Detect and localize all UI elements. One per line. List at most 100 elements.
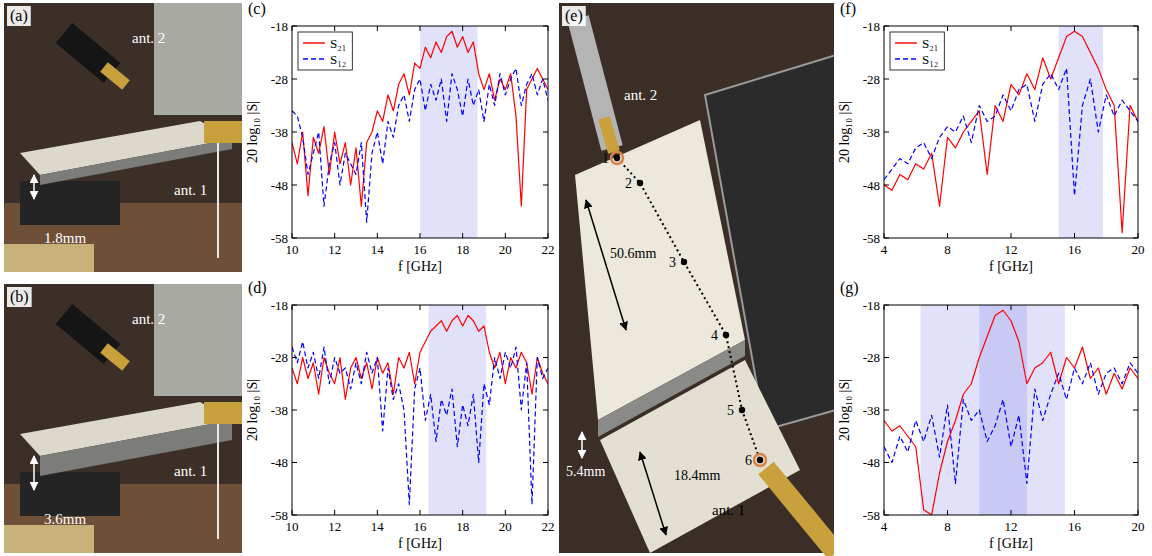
- antenna-2-tip: [604, 118, 614, 152]
- x-axis-title: f [GHz]: [989, 259, 1033, 274]
- y-tick-label: -48: [863, 455, 880, 470]
- dimension-arrow: [640, 452, 666, 535]
- dimension-label: 50.6mm: [610, 246, 656, 261]
- y-tick: [884, 79, 1138, 80]
- shaded-band: [420, 26, 478, 238]
- antenna-1: [204, 402, 244, 424]
- dimension-arrow: [33, 175, 35, 199]
- series-line: [292, 316, 548, 400]
- x-tick: [1074, 305, 1075, 515]
- panel-letter: (g): [840, 279, 859, 297]
- legend-label: S₁₂: [330, 52, 346, 67]
- chart-background: [242, 279, 558, 556]
- slab-side: [40, 139, 232, 185]
- antenna-2-tip: [104, 67, 126, 85]
- y-tick: [292, 185, 548, 186]
- chart-panel: 48121620-58-48-38-28-18f [GHz]20 log₁₀ |…: [834, 279, 1148, 556]
- wood-block: [4, 244, 94, 272]
- probe-point: [723, 332, 729, 338]
- legend-swatch: [895, 58, 917, 59]
- chart-panel: 48121620-58-48-38-28-18f [GHz]20 log₁₀ |…: [834, 0, 1148, 282]
- legend-swatch: [303, 58, 325, 59]
- dimension-arrow: [586, 200, 626, 330]
- letter-patch: [7, 287, 32, 307]
- y-tick: [884, 132, 1138, 133]
- chart-background: [834, 279, 1148, 556]
- antenna-2-tip: [104, 348, 126, 366]
- y-tick-label: -38: [863, 125, 880, 140]
- y-tick-label: -28: [271, 72, 288, 87]
- x-axis-title: f [GHz]: [398, 536, 442, 551]
- y-tick-label: -28: [863, 350, 880, 365]
- holder: [20, 472, 120, 516]
- x-tick-label: 20: [1132, 242, 1145, 257]
- y-tick-label: -18: [271, 19, 288, 34]
- y-tick-label: -48: [271, 178, 288, 193]
- figure: ant. 2ant. 11.8mm(a)ant. 2ant. 13.6mm(b)…: [0, 0, 1152, 556]
- x-tick-label: 8: [944, 242, 951, 257]
- y-tick: [292, 462, 548, 463]
- x-tick: [462, 26, 463, 238]
- x-tick-label: 18: [456, 242, 469, 257]
- point-label: 6: [745, 453, 752, 468]
- photo-panel: ant. 2ant. 13.6mm(b): [4, 284, 244, 553]
- probe: [217, 424, 219, 539]
- legend-label: S₂₁: [330, 36, 346, 51]
- x-tick-label: 22: [542, 242, 555, 257]
- antenna-label: ant. 1: [174, 182, 207, 198]
- x-tick: [420, 26, 421, 238]
- y-axis-title: 20 log₁₀ |S|: [837, 379, 852, 441]
- x-tick-label: 14: [371, 242, 385, 257]
- dimension-label: 1.8mm: [44, 230, 86, 246]
- x-tick-label: 4: [881, 519, 888, 534]
- y-tick-label: -38: [271, 403, 288, 418]
- x-tick: [1011, 305, 1012, 515]
- y-tick: [292, 26, 548, 27]
- photo-background: [4, 284, 244, 553]
- dimension-arrow: [33, 456, 35, 490]
- y-tick-label: -58: [271, 508, 288, 523]
- plot-area: [292, 305, 548, 515]
- legend: S₂₁S₁₂: [298, 32, 352, 70]
- probe-point: [681, 259, 687, 265]
- x-tick: [947, 26, 948, 238]
- metal-plate: [154, 3, 244, 115]
- shaded-band: [429, 305, 487, 515]
- y-tick-label: -48: [863, 178, 880, 193]
- x-tick-label: 18: [456, 519, 469, 534]
- x-tick-label: 20: [1132, 519, 1145, 534]
- antenna-1: [766, 468, 836, 553]
- y-tick-label: -28: [271, 350, 288, 365]
- x-tick-label: 12: [1005, 519, 1018, 534]
- y-axis-title: 20 log₁₀ |S|: [245, 101, 260, 163]
- x-tick: [334, 305, 335, 515]
- y-tick: [292, 515, 548, 516]
- panel-letter: (d): [248, 279, 267, 297]
- probe-point: [739, 407, 745, 413]
- x-tick-label: 12: [328, 519, 341, 534]
- y-tick-label: -38: [271, 125, 288, 140]
- series-line: [884, 31, 1138, 232]
- x-tick: [1074, 26, 1075, 238]
- y-tick: [884, 305, 1138, 306]
- legend-swatch: [895, 42, 917, 43]
- legend: S₂₁S₁₂: [890, 32, 944, 70]
- y-tick: [884, 410, 1138, 411]
- photo-panel: ant. 2ant. 11.8mm(a): [4, 3, 244, 272]
- x-tick: [505, 305, 506, 515]
- panel-letter: (f): [840, 0, 856, 18]
- dimension-label: 3.6mm: [44, 511, 86, 527]
- slab-lower: [600, 360, 800, 553]
- y-tick-label: -48: [271, 455, 288, 470]
- dimension-label: 18.4mm: [674, 468, 720, 483]
- panel-letter: (e): [565, 7, 583, 25]
- x-tick-label: 12: [328, 242, 341, 257]
- probe-point: [757, 457, 763, 463]
- antenna-label: ant. 2: [132, 311, 165, 327]
- x-tick-label: 8: [944, 519, 951, 534]
- probe-point: [637, 180, 643, 186]
- legend-label: S₂₁: [922, 36, 938, 51]
- shaded-band: [979, 305, 1027, 515]
- series-line: [884, 68, 1138, 195]
- point-label: 5: [727, 403, 734, 418]
